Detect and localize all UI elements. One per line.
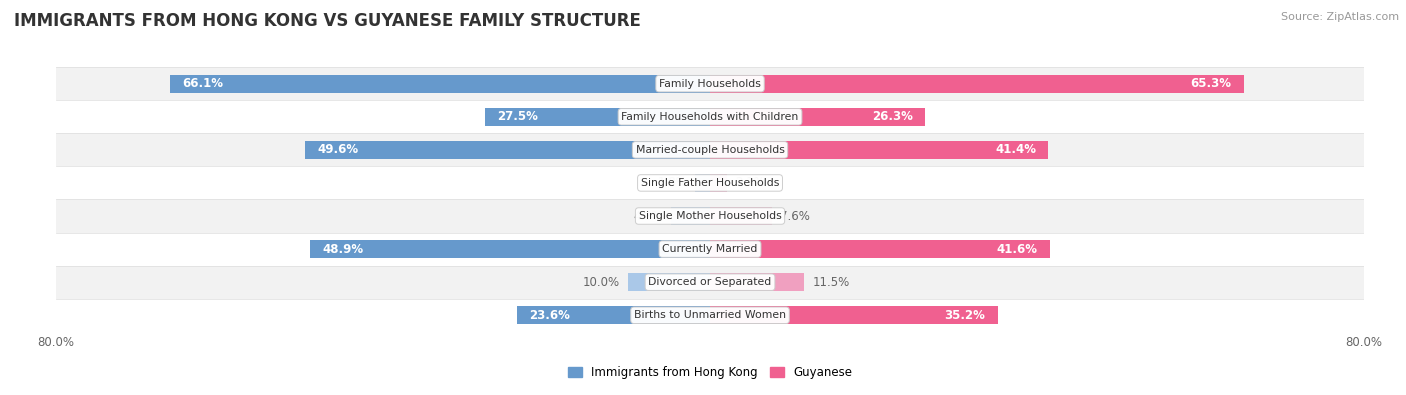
Text: 26.3%: 26.3% (872, 110, 912, 123)
Bar (56, 199, 1364, 233)
Text: 7.6%: 7.6% (780, 209, 810, 222)
Bar (56, 233, 1364, 265)
Legend: Immigrants from Hong Kong, Guyanese: Immigrants from Hong Kong, Guyanese (562, 362, 858, 384)
Text: 41.4%: 41.4% (995, 143, 1036, 156)
Text: Single Mother Households: Single Mother Households (638, 211, 782, 221)
Text: 1.8%: 1.8% (658, 177, 688, 190)
Text: IMMIGRANTS FROM HONG KONG VS GUYANESE FAMILY STRUCTURE: IMMIGRANTS FROM HONG KONG VS GUYANESE FA… (14, 12, 641, 30)
Text: 10.0%: 10.0% (583, 276, 620, 289)
Bar (710, 75, 1244, 93)
Text: Source: ZipAtlas.com: Source: ZipAtlas.com (1281, 12, 1399, 22)
Bar (56, 265, 1364, 299)
Text: 49.6%: 49.6% (316, 143, 359, 156)
Text: 41.6%: 41.6% (997, 243, 1038, 256)
Bar (56, 100, 1364, 134)
Text: Currently Married: Currently Married (662, 244, 758, 254)
Text: 65.3%: 65.3% (1191, 77, 1232, 90)
Text: 11.5%: 11.5% (813, 276, 849, 289)
Text: Single Father Households: Single Father Households (641, 178, 779, 188)
Text: Family Households: Family Households (659, 79, 761, 89)
Bar (710, 240, 1050, 258)
Bar (710, 174, 727, 192)
Text: Births to Unmarried Women: Births to Unmarried Women (634, 310, 786, 320)
Text: Married-couple Households: Married-couple Households (636, 145, 785, 155)
Bar (710, 108, 925, 126)
Bar (56, 299, 1364, 332)
Text: 2.1%: 2.1% (735, 177, 765, 190)
Bar (710, 306, 998, 324)
Bar (696, 174, 710, 192)
Bar (710, 207, 772, 225)
Bar (628, 273, 710, 291)
Text: 66.1%: 66.1% (183, 77, 224, 90)
Text: 23.6%: 23.6% (530, 309, 571, 322)
Text: Divorced or Separated: Divorced or Separated (648, 277, 772, 287)
Bar (170, 75, 710, 93)
Bar (485, 108, 710, 126)
Bar (710, 273, 804, 291)
Bar (517, 306, 710, 324)
Text: 48.9%: 48.9% (322, 243, 364, 256)
Bar (311, 240, 710, 258)
Bar (710, 141, 1049, 159)
Bar (305, 141, 710, 159)
Text: 35.2%: 35.2% (945, 309, 986, 322)
Bar (56, 166, 1364, 199)
Bar (671, 207, 710, 225)
Text: 4.8%: 4.8% (633, 209, 662, 222)
Text: Family Households with Children: Family Households with Children (621, 112, 799, 122)
Bar (56, 134, 1364, 166)
Bar (56, 67, 1364, 100)
Text: 27.5%: 27.5% (498, 110, 538, 123)
